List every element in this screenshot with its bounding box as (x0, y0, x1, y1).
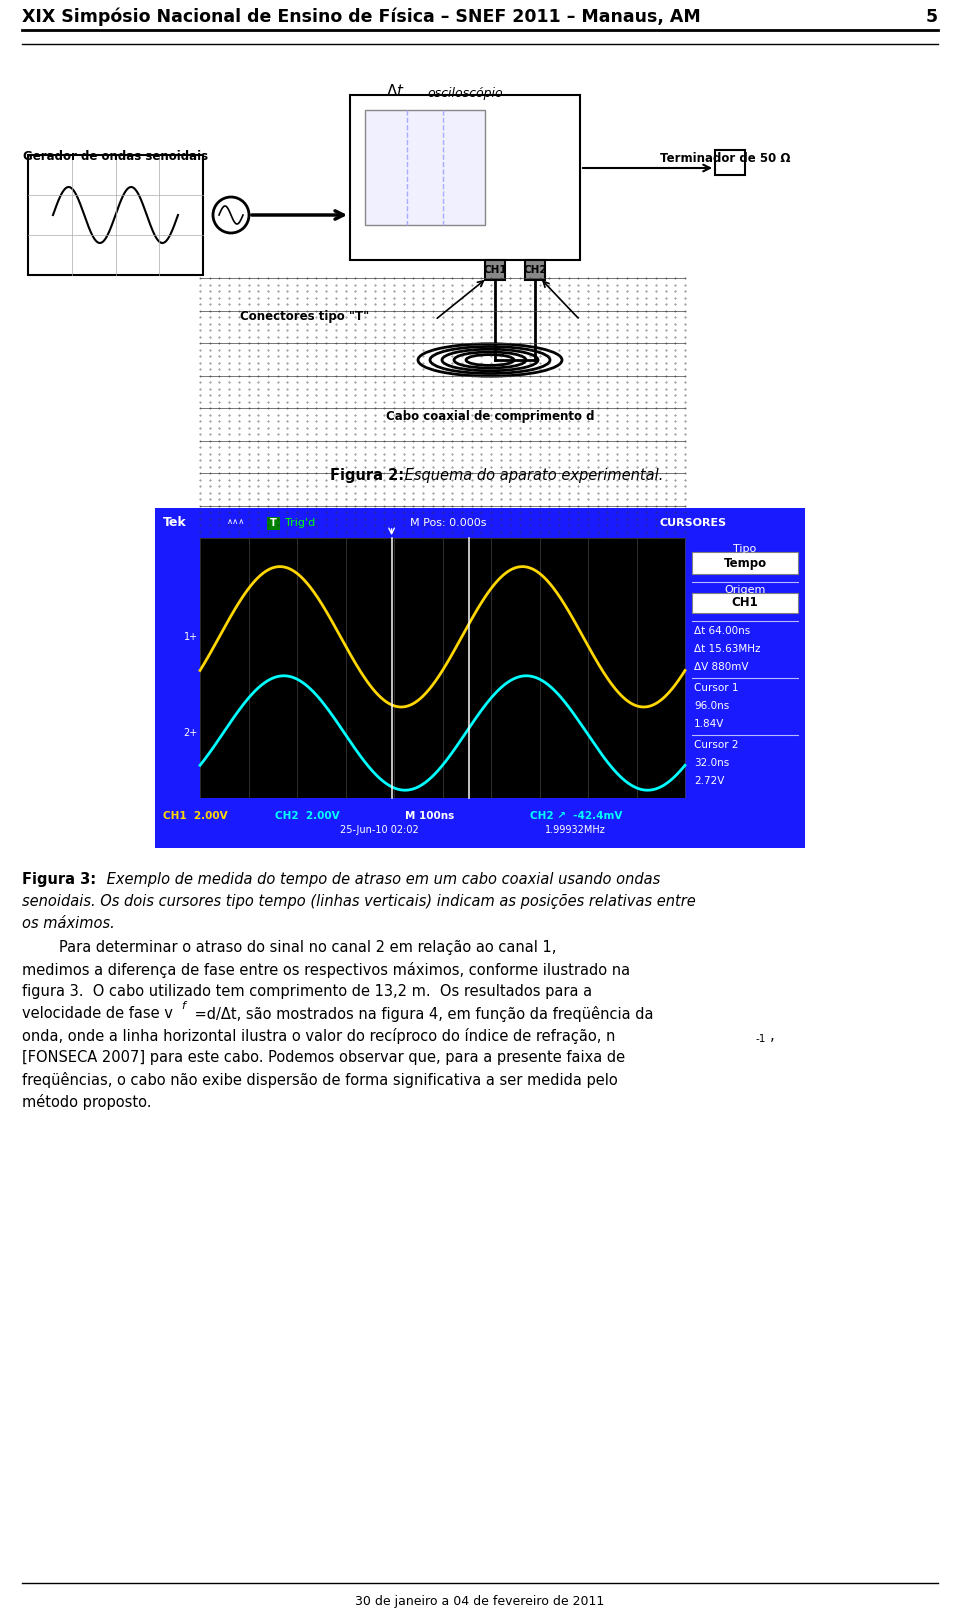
Text: 1+: 1+ (184, 632, 198, 642)
Text: CH1  2.00V: CH1 2.00V (163, 811, 228, 821)
Text: 5: 5 (925, 8, 938, 26)
Text: 96.0ns: 96.0ns (694, 702, 730, 711)
Text: Tipo: Tipo (733, 544, 756, 553)
Text: Cursor 1: Cursor 1 (694, 682, 738, 694)
Text: Δt 64.00ns: Δt 64.00ns (694, 626, 751, 636)
Text: Tek: Tek (163, 516, 187, 529)
Text: f: f (181, 1002, 185, 1011)
Text: Δt 15.63MHz: Δt 15.63MHz (694, 644, 760, 653)
Text: 1.84V: 1.84V (694, 719, 725, 729)
Bar (155, 508, 805, 848)
Text: velocidade de fase v: velocidade de fase v (22, 1007, 173, 1021)
Text: Origem: Origem (724, 586, 766, 595)
Bar (267, 518, 280, 531)
Text: medimos a diferença de fase entre os respectivos máximos, conforme ilustrado na: medimos a diferença de fase entre os res… (22, 961, 630, 977)
Text: Para determinar o atraso do sinal no canal 2 em relação ao canal 1,: Para determinar o atraso do sinal no can… (22, 940, 557, 955)
FancyBboxPatch shape (692, 552, 798, 574)
Text: método proposto.: método proposto. (22, 1094, 152, 1110)
Text: 2+: 2+ (183, 727, 198, 739)
Text: freqüências, o cabo não exibe dispersão de forma significativa a ser medida pelo: freqüências, o cabo não exibe dispersão … (22, 1073, 617, 1089)
Text: CH1: CH1 (732, 597, 758, 610)
Text: onda, onde a linha horizontal ilustra o valor do recíproco do índice de refração: onda, onde a linha horizontal ilustra o … (22, 1027, 615, 1044)
Text: $\Delta t$: $\Delta t$ (386, 82, 404, 98)
Text: Tempo: Tempo (724, 556, 767, 569)
Text: osciloscópio: osciloscópio (427, 87, 503, 100)
Text: 30 de janeiro a 04 de fevereiro de 2011: 30 de janeiro a 04 de fevereiro de 2011 (355, 1595, 605, 1608)
Text: Figura 3:: Figura 3: (22, 873, 96, 887)
Text: -1: -1 (755, 1034, 765, 1044)
FancyBboxPatch shape (692, 594, 798, 613)
Text: Conectores tipo "T": Conectores tipo "T" (240, 310, 370, 323)
Text: CH1: CH1 (483, 265, 507, 274)
Text: figura 3.  O cabo utilizado tem comprimento de 13,2 m.  Os resultados para a: figura 3. O cabo utilizado tem comprimen… (22, 984, 592, 998)
Text: CURSORES: CURSORES (660, 518, 727, 527)
Text: Exemplo de medida do tempo de atraso em um cabo coaxial usando ondas: Exemplo de medida do tempo de atraso em … (102, 873, 660, 887)
Text: [FONSECA 2007] para este cabo. Podemos observar que, para a presente faixa de: [FONSECA 2007] para este cabo. Podemos o… (22, 1050, 625, 1065)
Text: ΔV 880mV: ΔV 880mV (694, 661, 749, 673)
Text: Cabo coaxial de comprimento d: Cabo coaxial de comprimento d (386, 410, 594, 423)
Text: ,: , (770, 1027, 775, 1044)
Text: M Pos: 0.000s: M Pos: 0.000s (410, 518, 487, 527)
Text: M 100ns: M 100ns (405, 811, 454, 821)
Text: CH2  2.00V: CH2 2.00V (275, 811, 340, 821)
Text: CH2 ↗  -42.4mV: CH2 ↗ -42.4mV (530, 811, 622, 821)
Bar (525, 260, 545, 281)
Bar (28, 155, 203, 274)
Bar (715, 150, 745, 174)
Text: ∧∧∧: ∧∧∧ (227, 516, 246, 526)
Text: 25-Jun-10 02:02: 25-Jun-10 02:02 (340, 824, 419, 836)
Text: XIX Simpósio Nacional de Ensino de Física – SNEF 2011 – Manaus, AM: XIX Simpósio Nacional de Ensino de Físic… (22, 8, 701, 26)
Bar (350, 95, 580, 260)
Text: Terminador de 50 Ω: Terminador de 50 Ω (660, 152, 790, 165)
Bar (485, 260, 505, 281)
Text: senoidais. Os dois cursores tipo tempo (linhas verticais) indicam as posições re: senoidais. Os dois cursores tipo tempo (… (22, 894, 696, 910)
Text: Esquema do aparato experimental.: Esquema do aparato experimental. (400, 468, 663, 482)
Text: =d/Δt, são mostrados na figura 4, em função da freqüência da: =d/Δt, são mostrados na figura 4, em fun… (190, 1007, 654, 1023)
Text: Gerador de ondas senoidais: Gerador de ondas senoidais (23, 150, 208, 163)
Text: Figura 2:: Figura 2: (330, 468, 404, 482)
Text: 2.72V: 2.72V (694, 776, 725, 786)
Text: Trig'd: Trig'd (285, 518, 315, 527)
Bar (365, 110, 485, 224)
Text: 1.99932MHz: 1.99932MHz (545, 824, 606, 836)
Text: os máximos.: os máximos. (22, 916, 115, 931)
Text: CH2: CH2 (523, 265, 547, 274)
Text: T: T (270, 518, 276, 527)
Text: 32.0ns: 32.0ns (694, 758, 730, 768)
Bar (200, 539, 685, 798)
Text: Cursor 2: Cursor 2 (694, 740, 738, 750)
